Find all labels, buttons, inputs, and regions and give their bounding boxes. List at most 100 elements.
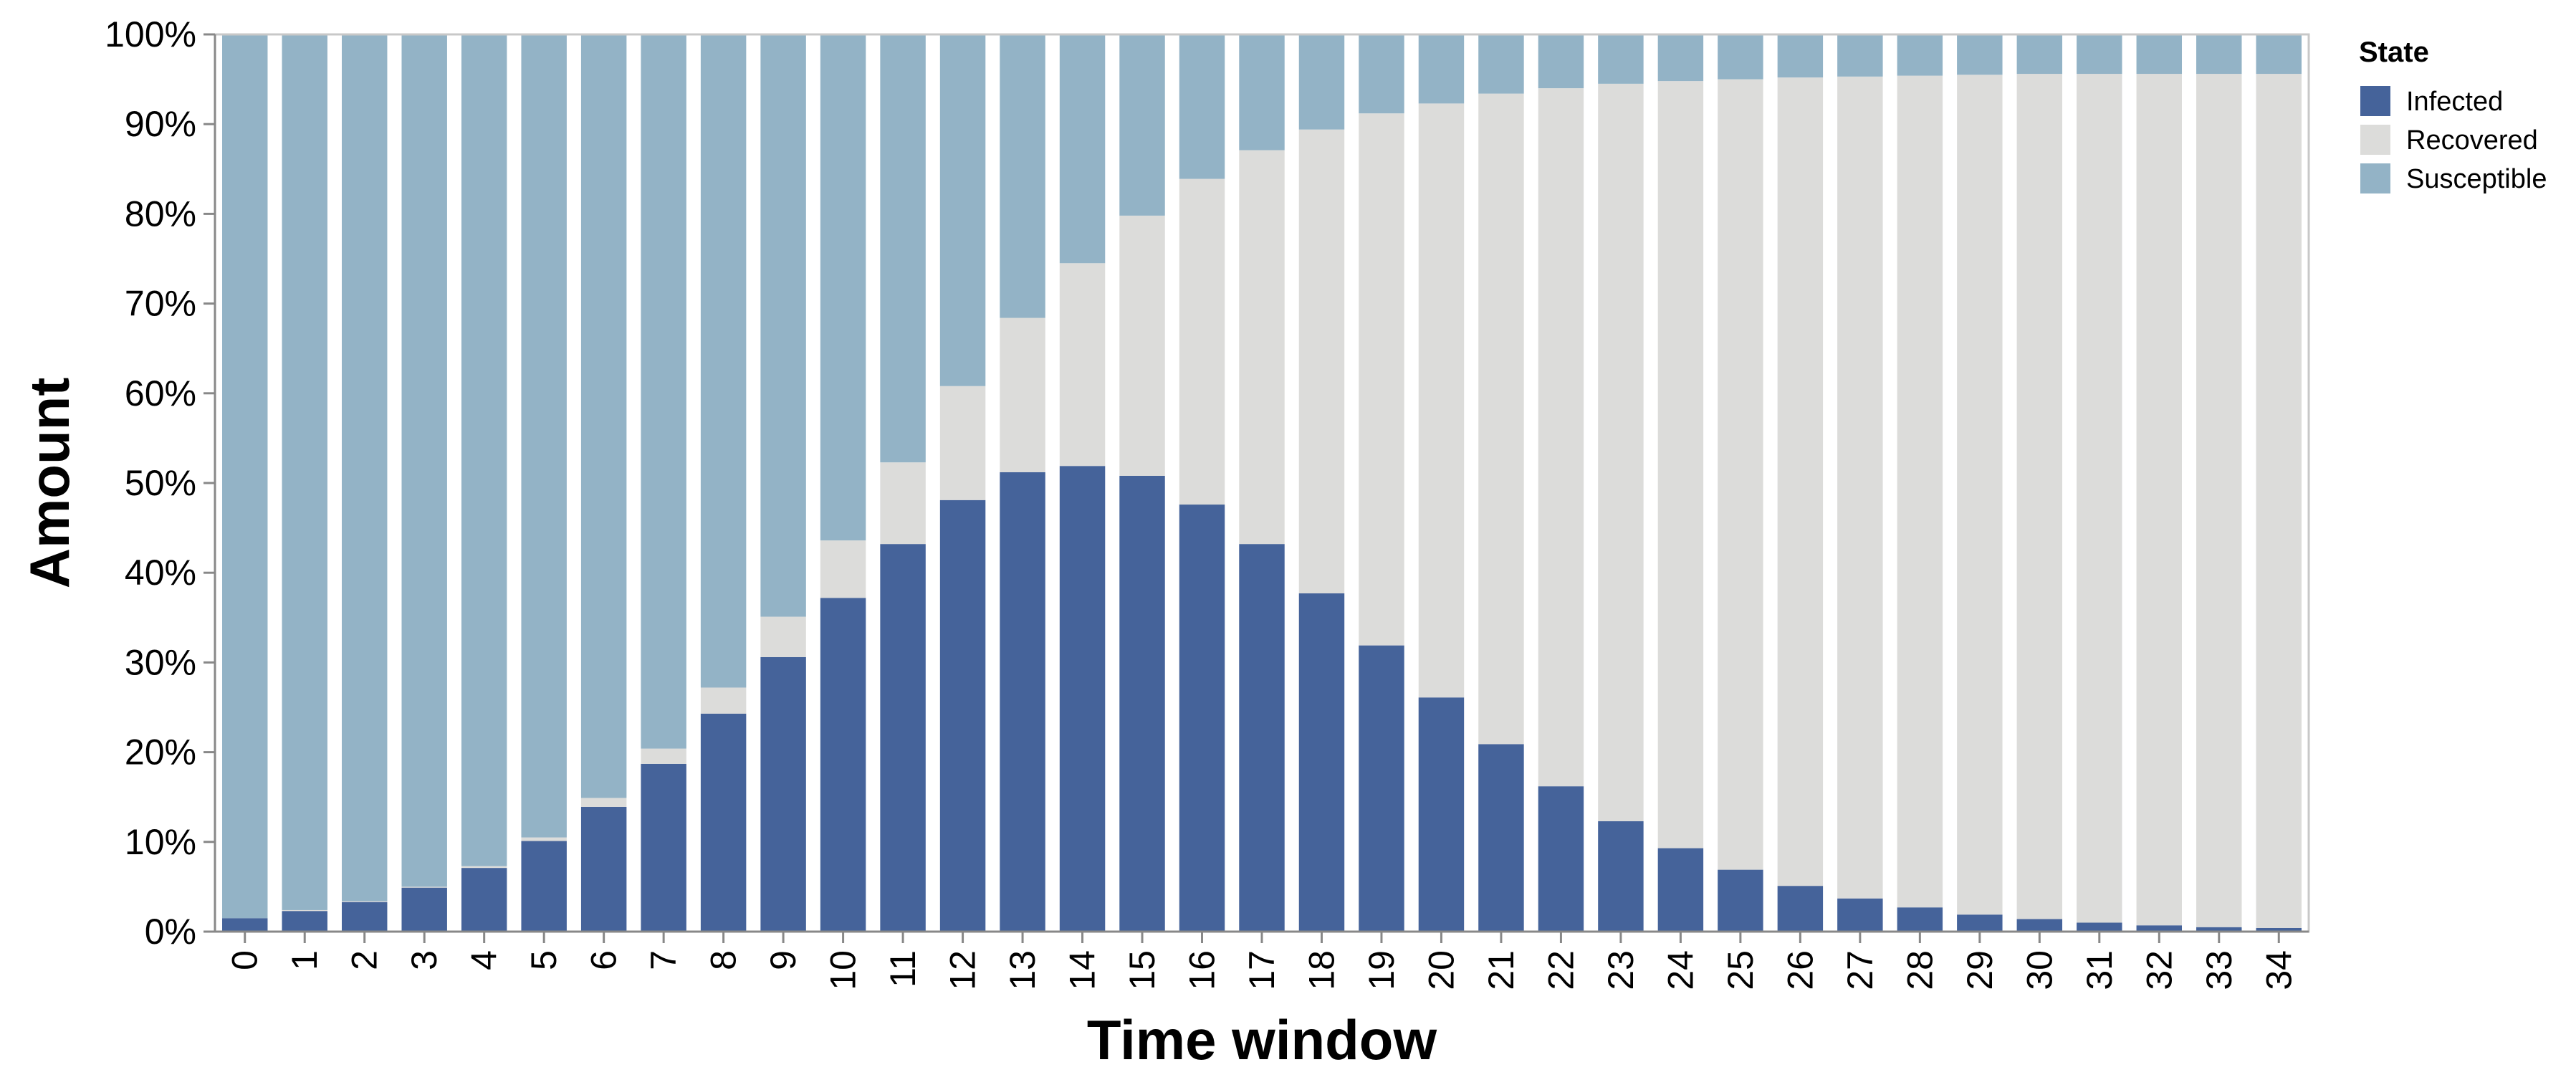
- legend-label-infected: Infected: [2406, 87, 2503, 117]
- bar-segment-susceptible-34: [2256, 34, 2302, 75]
- bar-segment-infected-9: [760, 656, 806, 932]
- bar-segment-infected-31: [2077, 922, 2122, 932]
- bar-segment-recovered-12: [939, 386, 986, 500]
- bar-segment-recovered-32: [2136, 74, 2183, 926]
- bar-segment-recovered-29: [1957, 75, 2003, 915]
- bar-segment-infected-3: [401, 887, 447, 932]
- bar-segment-infected-29: [1957, 914, 2003, 932]
- bar-segment-susceptible-19: [1359, 34, 1404, 114]
- bar-segment-recovered-16: [1179, 178, 1225, 505]
- y-tick-label: 10%: [125, 822, 196, 862]
- bar-segment-susceptible-12: [939, 34, 986, 386]
- bar-segment-susceptible-17: [1239, 34, 1285, 150]
- bar-segment-susceptible-10: [820, 34, 866, 541]
- x-tick-label: 29: [1960, 950, 2000, 990]
- bar-segment-susceptible-11: [880, 34, 926, 463]
- bar-segment-susceptible-28: [1897, 34, 1943, 76]
- y-tick-label: 50%: [125, 463, 196, 503]
- bar-segment-infected-14: [1059, 466, 1106, 932]
- bar-segment-infected-32: [2136, 925, 2183, 932]
- bar-segment-infected-27: [1837, 898, 1883, 932]
- bar-segment-infected-26: [1777, 886, 1824, 932]
- bar-segment-infected-15: [1119, 475, 1165, 932]
- x-tick-label: 25: [1720, 950, 1761, 990]
- bar-segment-susceptible-33: [2196, 34, 2242, 75]
- x-tick-label: 6: [584, 950, 624, 970]
- bar-segment-infected-33: [2196, 927, 2242, 932]
- y-tick-label: 0%: [145, 912, 196, 952]
- bar-segment-recovered-14: [1059, 263, 1106, 467]
- bar-segment-infected-16: [1179, 505, 1225, 932]
- bar-segment-recovered-6: [580, 798, 627, 807]
- bar-segment-susceptible-9: [760, 34, 806, 617]
- bar-segment-infected-11: [880, 544, 926, 932]
- bar-segment-susceptible-8: [700, 34, 747, 688]
- bar-segment-susceptible-24: [1657, 34, 1704, 82]
- bar-segment-susceptible-5: [521, 34, 567, 838]
- x-tick-label: 2: [345, 950, 385, 970]
- bar-segment-susceptible-1: [282, 34, 327, 910]
- legend-swatch-infected: [2360, 86, 2390, 116]
- x-tick-label: 28: [1900, 950, 1940, 990]
- bar-segment-susceptible-27: [1837, 34, 1883, 77]
- bar-segment-recovered-22: [1538, 88, 1584, 787]
- bar-segment-recovered-27: [1837, 76, 1883, 899]
- bar-segment-infected-1: [282, 911, 327, 932]
- x-tick-label: 5: [524, 950, 564, 970]
- bar-segment-recovered-26: [1777, 77, 1824, 886]
- bar-segment-recovered-3: [401, 886, 447, 888]
- x-tick-label: 4: [464, 950, 504, 970]
- x-tick-label: 3: [404, 950, 444, 970]
- bar-segment-infected-23: [1598, 821, 1644, 932]
- bar-segment-recovered-28: [1897, 75, 1943, 908]
- x-tick-label: 8: [704, 950, 744, 970]
- bar-segment-recovered-15: [1119, 215, 1165, 476]
- bar-segment-recovered-33: [2196, 74, 2242, 927]
- bar-segment-infected-20: [1418, 697, 1465, 932]
- bar-segment-recovered-8: [700, 687, 747, 714]
- x-tick-label: 31: [2079, 950, 2120, 990]
- bar-segment-recovered-31: [2077, 74, 2122, 923]
- bar-segment-infected-21: [1478, 744, 1524, 932]
- bar-segment-susceptible-3: [401, 34, 447, 887]
- bar-segment-recovered-34: [2256, 74, 2302, 928]
- legend-swatch-susceptible: [2360, 163, 2390, 193]
- x-tick-label: 12: [943, 950, 983, 990]
- x-tick-label: 22: [1541, 950, 1581, 990]
- bar-segment-recovered-20: [1418, 103, 1465, 698]
- y-tick-label: 90%: [125, 104, 196, 144]
- bar-segment-susceptible-32: [2136, 34, 2183, 75]
- bar-segment-susceptible-15: [1119, 34, 1165, 216]
- bar-segment-susceptible-14: [1059, 34, 1106, 264]
- bar-segment-susceptible-16: [1179, 34, 1225, 179]
- x-tick-label: 14: [1063, 950, 1103, 990]
- bar-segment-infected-2: [341, 902, 388, 932]
- bar-segment-recovered-5: [521, 837, 567, 841]
- x-tick-label: 11: [883, 950, 923, 988]
- x-tick-label: 20: [1421, 950, 1461, 990]
- bar-segment-infected-13: [1000, 472, 1045, 932]
- x-axis-title: Time window: [1087, 1008, 1437, 1071]
- y-tick-label: 80%: [125, 193, 196, 234]
- bar-segment-susceptible-13: [1000, 34, 1045, 318]
- bar-segment-infected-30: [2016, 919, 2063, 932]
- x-tick-label: 32: [2139, 950, 2179, 990]
- bar-segment-susceptible-22: [1538, 34, 1584, 89]
- bar-segment-susceptible-23: [1598, 34, 1644, 84]
- bar-segment-infected-28: [1897, 907, 1943, 932]
- x-tick-label: 16: [1182, 950, 1222, 990]
- x-tick-label: 13: [1002, 950, 1043, 990]
- legend-label-recovered: Recovered: [2406, 125, 2538, 156]
- legend-items: Infected Recovered Susceptible: [2360, 86, 2547, 194]
- bar-segment-susceptible-25: [1718, 34, 1763, 80]
- x-tick-label: 17: [1242, 950, 1282, 990]
- bar-segment-recovered-4: [461, 866, 507, 869]
- bar-segment-susceptible-20: [1418, 34, 1465, 104]
- bar-segment-susceptible-18: [1298, 34, 1345, 130]
- bar-segment-recovered-21: [1478, 93, 1524, 745]
- bar-segment-recovered-2: [341, 901, 388, 902]
- axes-layer: 0%10%20%30%40%50%60%70%80%90%100%0 1 2 3 4 5 6…: [105, 14, 2310, 990]
- y-tick-label: 30%: [125, 642, 196, 682]
